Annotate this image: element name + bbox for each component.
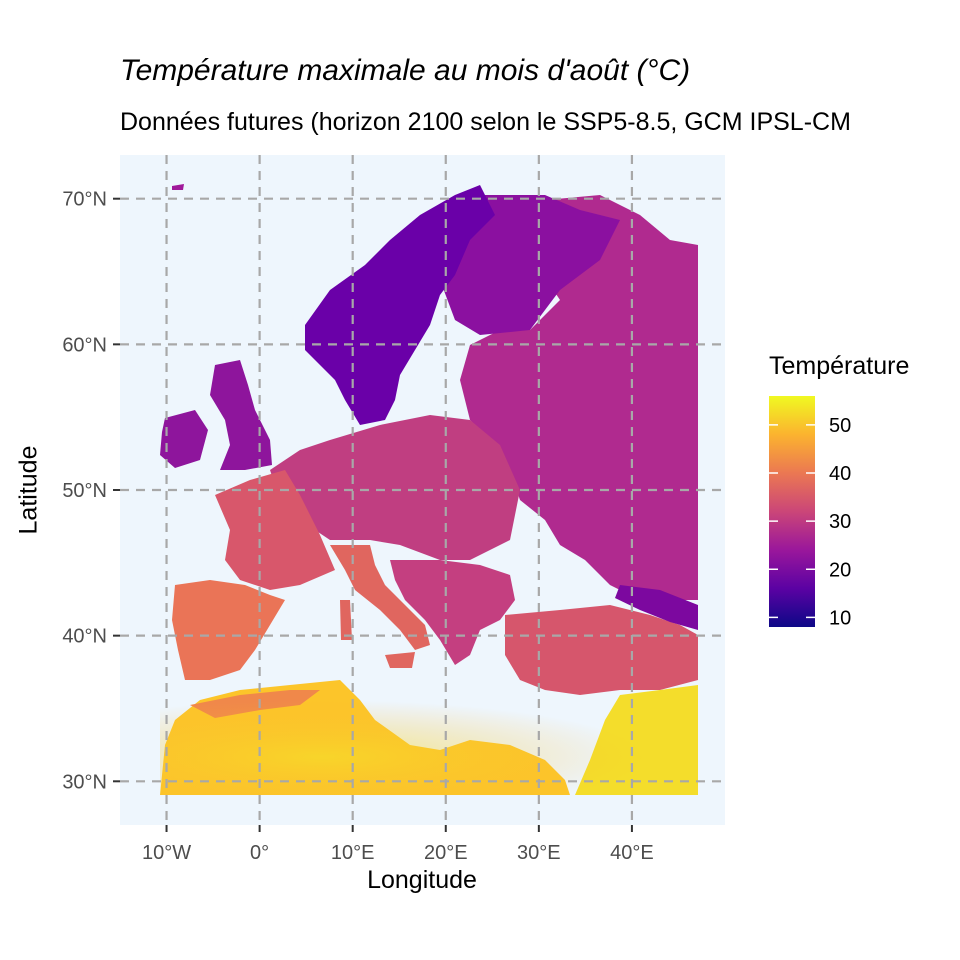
region-sicily	[385, 652, 415, 668]
y-axis: 30°N 40°N 50°N 60°N 70°N	[62, 189, 120, 793]
legend-tick-label: 20	[829, 559, 851, 581]
region-fragment-north	[172, 184, 184, 190]
region-france	[215, 470, 335, 590]
region-finland-karelia	[440, 195, 620, 335]
x-tick-label: 30°E	[517, 842, 561, 864]
y-tick-label: 30°N	[62, 771, 107, 793]
y-axis-title: Latitude	[14, 445, 43, 535]
x-tick-label: 40°E	[610, 842, 654, 864]
map-subtitle: Données futures (horizon 2100 selon le S…	[120, 108, 851, 136]
region-ireland	[160, 410, 208, 468]
legend-tick-label: 10	[829, 607, 851, 629]
legend-tick-label: 30	[829, 511, 851, 533]
legend-tick-label: 40	[829, 463, 851, 485]
x-tick-label: 0°	[250, 842, 269, 864]
y-tick-label: 40°N	[62, 626, 107, 648]
region-sardinia	[340, 600, 352, 640]
x-tick-label: 10°E	[331, 842, 375, 864]
legend-colorbar	[769, 396, 815, 627]
x-tick-label: 20°E	[424, 842, 468, 864]
region-italy	[330, 545, 430, 650]
region-iberia	[172, 580, 285, 680]
region-great-britain	[210, 360, 272, 470]
sahara-hotspot	[160, 700, 700, 795]
land-layer	[160, 184, 700, 795]
x-tick-label: 10°W	[142, 842, 191, 864]
legend-title: Température	[769, 352, 910, 380]
region-central-europe	[270, 415, 520, 560]
legend: 10 20 30 40 50	[769, 396, 851, 629]
y-tick-label: 50°N	[62, 480, 107, 502]
region-anatolia	[505, 605, 698, 695]
x-axis: 10°W 0° 10°E 20°E 30°E 40°E	[142, 825, 654, 864]
region-russia	[460, 195, 698, 600]
y-tick-label: 70°N	[62, 189, 107, 211]
map-title: Température maximale au mois d'août (°C)	[120, 54, 691, 87]
legend-tick-label: 50	[829, 415, 851, 437]
region-balkans	[390, 560, 515, 665]
region-caucasus	[615, 585, 698, 630]
y-tick-label: 60°N	[62, 334, 107, 356]
graticule	[120, 155, 725, 825]
